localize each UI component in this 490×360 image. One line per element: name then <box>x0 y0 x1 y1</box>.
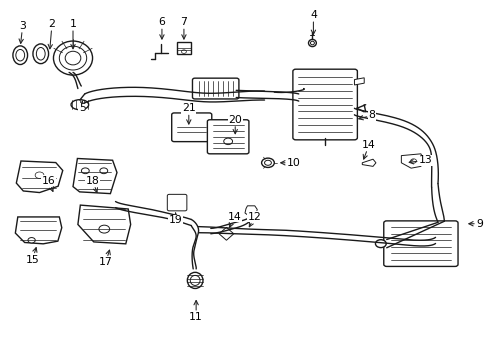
Polygon shape <box>15 217 62 244</box>
Ellipse shape <box>36 48 45 60</box>
Polygon shape <box>362 159 376 166</box>
FancyBboxPatch shape <box>384 221 458 266</box>
FancyBboxPatch shape <box>293 69 357 140</box>
Ellipse shape <box>59 46 87 70</box>
Text: 5: 5 <box>79 101 86 113</box>
Ellipse shape <box>100 168 108 174</box>
Ellipse shape <box>265 160 271 165</box>
Polygon shape <box>16 161 63 193</box>
Text: 11: 11 <box>189 301 203 322</box>
Text: 13: 13 <box>409 155 433 165</box>
Text: 18: 18 <box>86 176 99 193</box>
Ellipse shape <box>13 46 27 64</box>
Text: 19: 19 <box>169 213 182 225</box>
Text: 8: 8 <box>359 111 375 121</box>
Polygon shape <box>354 78 364 85</box>
Text: 20: 20 <box>228 115 242 134</box>
Ellipse shape <box>181 50 186 53</box>
Ellipse shape <box>65 51 81 65</box>
Polygon shape <box>73 158 117 194</box>
Text: 17: 17 <box>99 250 113 267</box>
Polygon shape <box>245 206 257 217</box>
Text: 21: 21 <box>182 103 196 124</box>
Text: 12: 12 <box>248 212 262 227</box>
Text: 14: 14 <box>227 212 241 227</box>
Text: 4: 4 <box>310 10 317 35</box>
Text: 9: 9 <box>469 219 483 229</box>
Ellipse shape <box>71 100 89 110</box>
Polygon shape <box>78 205 131 244</box>
Ellipse shape <box>311 41 315 45</box>
Text: 3: 3 <box>19 21 26 44</box>
Ellipse shape <box>28 238 35 243</box>
Ellipse shape <box>187 273 203 288</box>
Text: 6: 6 <box>158 17 165 39</box>
Bar <box>176 42 191 54</box>
Ellipse shape <box>16 49 24 61</box>
Ellipse shape <box>53 41 93 75</box>
FancyBboxPatch shape <box>207 120 249 154</box>
Ellipse shape <box>309 40 317 46</box>
Polygon shape <box>219 227 234 240</box>
Ellipse shape <box>33 44 49 64</box>
Ellipse shape <box>99 225 110 233</box>
FancyBboxPatch shape <box>193 78 239 99</box>
Ellipse shape <box>411 159 416 163</box>
Polygon shape <box>401 154 423 168</box>
Ellipse shape <box>81 168 89 174</box>
Ellipse shape <box>262 158 274 167</box>
Text: 10: 10 <box>281 158 301 168</box>
Text: 16: 16 <box>42 176 55 192</box>
Text: 7: 7 <box>180 17 187 39</box>
Text: 15: 15 <box>25 248 39 265</box>
Ellipse shape <box>375 240 386 248</box>
Ellipse shape <box>224 138 233 145</box>
FancyBboxPatch shape <box>167 194 187 211</box>
FancyBboxPatch shape <box>172 113 212 141</box>
Ellipse shape <box>190 275 200 285</box>
Text: 1: 1 <box>70 19 76 49</box>
Text: 2: 2 <box>48 19 55 49</box>
Ellipse shape <box>35 172 44 179</box>
Text: 14: 14 <box>362 140 376 159</box>
